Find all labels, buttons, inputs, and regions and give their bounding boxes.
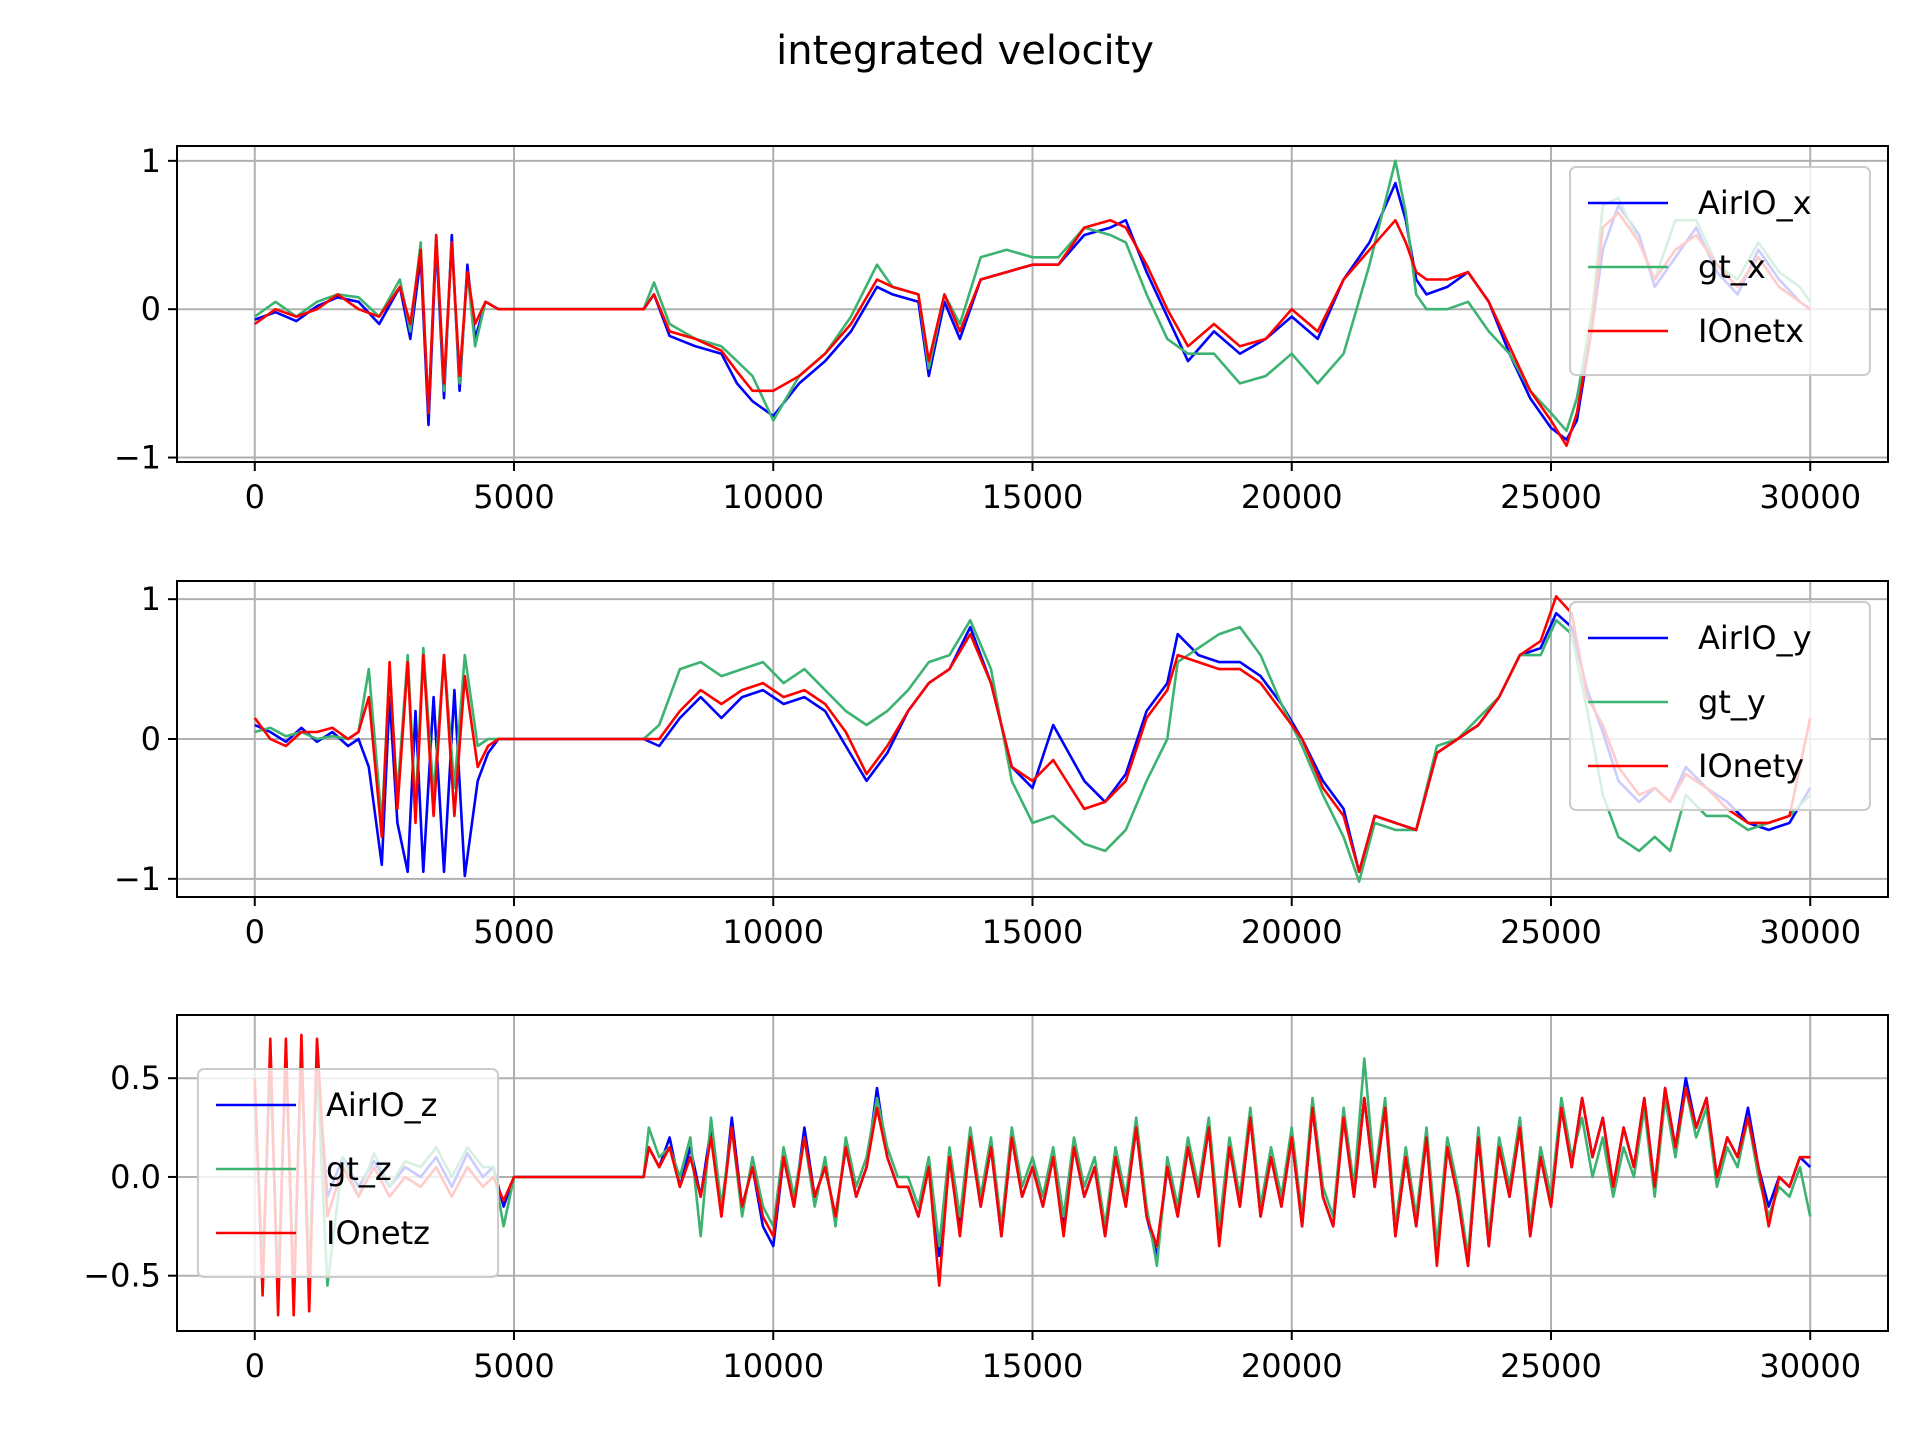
x-tick-label: 20000 <box>1241 478 1343 516</box>
x-tick-label: 25000 <box>1500 1347 1602 1385</box>
legend-frame <box>197 1068 499 1278</box>
legend-frame <box>1569 166 1871 376</box>
x-tick-label: 20000 <box>1241 913 1343 951</box>
legend-label-gt_x: gt_x <box>1698 248 1766 286</box>
y-tick-label: −1 <box>114 439 161 477</box>
y-tick-label: 1 <box>141 580 161 618</box>
x-tick-label: 30000 <box>1759 1347 1861 1385</box>
series-lines <box>253 595 1812 883</box>
y-tick-label: 0.0 <box>110 1158 161 1196</box>
x-tick-label: 10000 <box>722 913 824 951</box>
legend: AirIO_z gt_z IOnetz <box>197 1068 499 1278</box>
x-tick-label: 10000 <box>722 1347 824 1385</box>
legend-frame <box>1569 601 1871 811</box>
legend-label-gt_y: gt_y <box>1698 683 1766 721</box>
x-tick-label: 30000 <box>1759 913 1861 951</box>
x-tick-label: 5000 <box>473 1347 554 1385</box>
y-tick-label: 0 <box>141 720 161 758</box>
x-tick-label: 5000 <box>473 913 554 951</box>
subplot-x: 0 5000 10000 15000 20000 25000 30000 −1 0 1 AirIO_… <box>114 142 1889 516</box>
legend-label-IOnety: IOnety <box>1698 747 1804 785</box>
legend: AirIO_x gt_x IOnetx <box>1569 166 1871 376</box>
series-line-IOnety <box>253 595 1812 874</box>
y-tick-label: 1 <box>141 142 161 180</box>
x-tick-label: 15000 <box>982 913 1084 951</box>
x-tick-label: 0 <box>245 913 265 951</box>
figure-title: integrated velocity <box>776 28 1154 74</box>
legend-label-gt_z: gt_z <box>326 1150 392 1188</box>
series-line-gt_y <box>254 618 1812 883</box>
y-tick-label: 0.5 <box>110 1059 161 1097</box>
legend: AirIO_y gt_y IOnety <box>1569 601 1871 811</box>
x-tick-label: 0 <box>245 1347 265 1385</box>
subplot-z: 0 5000 10000 15000 20000 25000 30000 −0.5 0.0 0.5… <box>83 1014 1889 1385</box>
series-line-IOnetx <box>254 211 1811 448</box>
series-lines <box>253 1033 1812 1317</box>
subplot-y: 0 5000 10000 15000 20000 25000 30000 −1 0 1 AirIO_… <box>114 580 1889 951</box>
subplots: 0 5000 10000 15000 20000 25000 30000−101AirIO_… <box>83 142 1889 1385</box>
y-tick-label: 0 <box>141 290 161 328</box>
x-tick-label: 25000 <box>1500 478 1602 516</box>
x-tick-label: 15000 <box>982 478 1084 516</box>
x-tick-label: 15000 <box>982 1347 1084 1385</box>
x-tick-label: 30000 <box>1759 478 1861 516</box>
y-tick-label: −0.5 <box>83 1257 161 1295</box>
x-tick-label: 25000 <box>1500 913 1602 951</box>
legend-label-AirIO_z: AirIO_z <box>326 1086 437 1124</box>
x-tick-label: 5000 <box>473 478 554 516</box>
series-lines <box>254 159 1812 448</box>
x-tick-label: 10000 <box>722 478 824 516</box>
y-tick-label: −1 <box>114 860 161 898</box>
legend-label-AirIO_x: AirIO_x <box>1698 184 1812 222</box>
x-tick-label: 0 <box>245 478 265 516</box>
legend-label-AirIO_y: AirIO_y <box>1698 619 1812 657</box>
legend-label-IOnetz: IOnetz <box>326 1214 430 1252</box>
x-tick-label: 20000 <box>1241 1347 1343 1385</box>
legend-label-IOnetx: IOnetx <box>1698 312 1804 350</box>
series-line-IOnetz <box>253 1033 1811 1317</box>
